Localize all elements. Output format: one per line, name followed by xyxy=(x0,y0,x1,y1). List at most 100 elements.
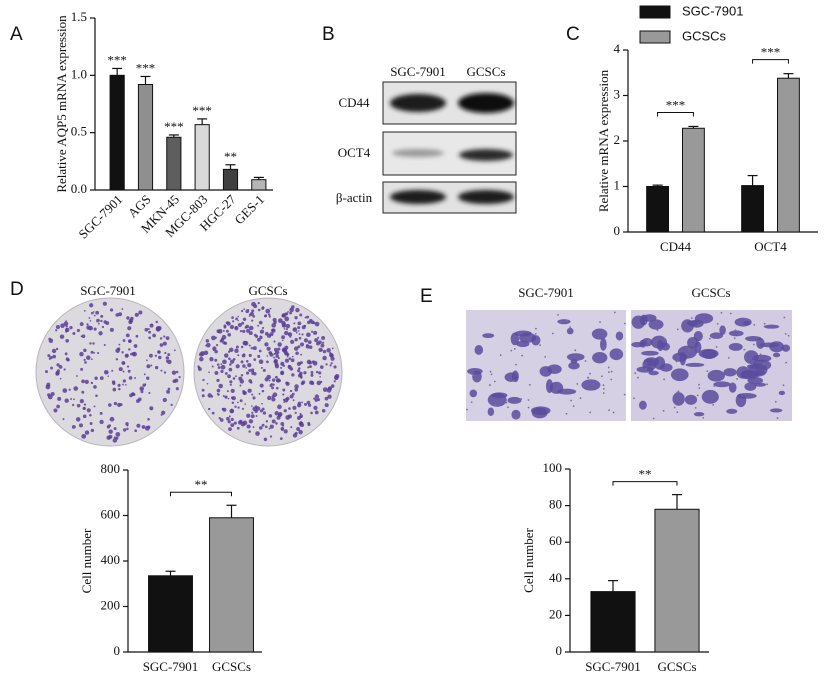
colony xyxy=(48,357,51,360)
y-tick-label: 800 xyxy=(101,461,121,476)
colony xyxy=(216,378,220,383)
cell xyxy=(510,332,520,346)
colony xyxy=(264,377,269,382)
colony xyxy=(267,395,272,401)
colony xyxy=(257,302,260,305)
colony xyxy=(220,338,225,342)
pore xyxy=(505,401,508,404)
colony xyxy=(167,359,172,365)
cell xyxy=(514,330,532,337)
pore xyxy=(698,383,700,386)
colony xyxy=(55,329,58,332)
colony xyxy=(135,334,139,338)
pore xyxy=(633,397,635,400)
colony xyxy=(97,351,100,355)
colony xyxy=(214,371,219,375)
colony xyxy=(280,422,285,426)
colony xyxy=(164,351,167,355)
colony xyxy=(227,420,231,424)
colony xyxy=(92,342,95,345)
cell xyxy=(566,353,585,361)
colony xyxy=(281,320,286,326)
colony xyxy=(274,411,279,416)
cell xyxy=(686,320,699,327)
colony xyxy=(165,356,170,360)
panel-label: D xyxy=(10,279,24,300)
colony xyxy=(55,371,60,376)
colony xyxy=(117,383,121,387)
colony xyxy=(283,429,288,434)
image-label: SGC-7901 xyxy=(518,285,574,300)
colony xyxy=(290,358,295,363)
colony xyxy=(90,311,94,315)
colony xyxy=(79,351,84,357)
pore xyxy=(662,409,665,412)
colony xyxy=(106,371,109,374)
colony xyxy=(65,330,68,333)
colony xyxy=(130,316,134,321)
colony xyxy=(294,387,299,392)
colony xyxy=(240,309,244,313)
pore xyxy=(645,367,647,370)
colony xyxy=(133,344,138,348)
bar xyxy=(222,168,239,191)
cell xyxy=(750,370,765,376)
colony xyxy=(298,367,301,370)
pore xyxy=(613,311,616,314)
colony xyxy=(252,315,256,318)
colony xyxy=(224,372,228,375)
cell xyxy=(723,368,737,377)
colony xyxy=(119,403,123,407)
colony xyxy=(127,326,132,331)
colony xyxy=(307,340,312,345)
colony xyxy=(122,379,126,383)
y-tick-label: 0.0 xyxy=(71,181,87,196)
colony xyxy=(73,398,75,401)
colony xyxy=(243,340,249,346)
bar xyxy=(777,77,800,233)
colony xyxy=(282,393,285,396)
colony xyxy=(252,346,257,351)
colony xyxy=(63,368,66,371)
colony xyxy=(90,358,93,361)
colony xyxy=(264,331,269,336)
cell xyxy=(670,368,689,382)
colony xyxy=(141,425,146,429)
error-bar xyxy=(226,504,237,518)
colony xyxy=(251,372,254,375)
colony xyxy=(257,354,261,358)
pore xyxy=(763,322,766,325)
colony xyxy=(83,309,86,312)
colony xyxy=(290,426,293,429)
cell xyxy=(507,396,522,404)
colony xyxy=(248,353,252,358)
pore xyxy=(602,387,605,390)
colony xyxy=(81,334,86,339)
colony xyxy=(291,355,294,358)
colony xyxy=(243,308,245,310)
colony xyxy=(250,346,253,350)
colony xyxy=(317,398,321,402)
colony xyxy=(329,364,332,367)
pore xyxy=(601,375,603,378)
colony xyxy=(326,348,331,353)
colony xyxy=(211,335,216,341)
colony xyxy=(167,387,171,391)
cell xyxy=(744,382,757,391)
colony xyxy=(155,320,159,324)
colony xyxy=(121,308,124,310)
colony xyxy=(170,403,173,406)
colony xyxy=(321,409,326,413)
colony xyxy=(69,326,73,330)
colony xyxy=(140,390,144,394)
x-tick-label: OCT4 xyxy=(754,239,787,254)
cell xyxy=(472,370,482,383)
pore xyxy=(494,403,497,406)
error-bar xyxy=(225,164,236,170)
colony xyxy=(72,332,76,336)
cell xyxy=(487,392,507,407)
pore xyxy=(576,383,579,385)
y-tick-label: 2 xyxy=(614,132,621,147)
colony xyxy=(321,336,326,341)
cell xyxy=(728,342,743,351)
